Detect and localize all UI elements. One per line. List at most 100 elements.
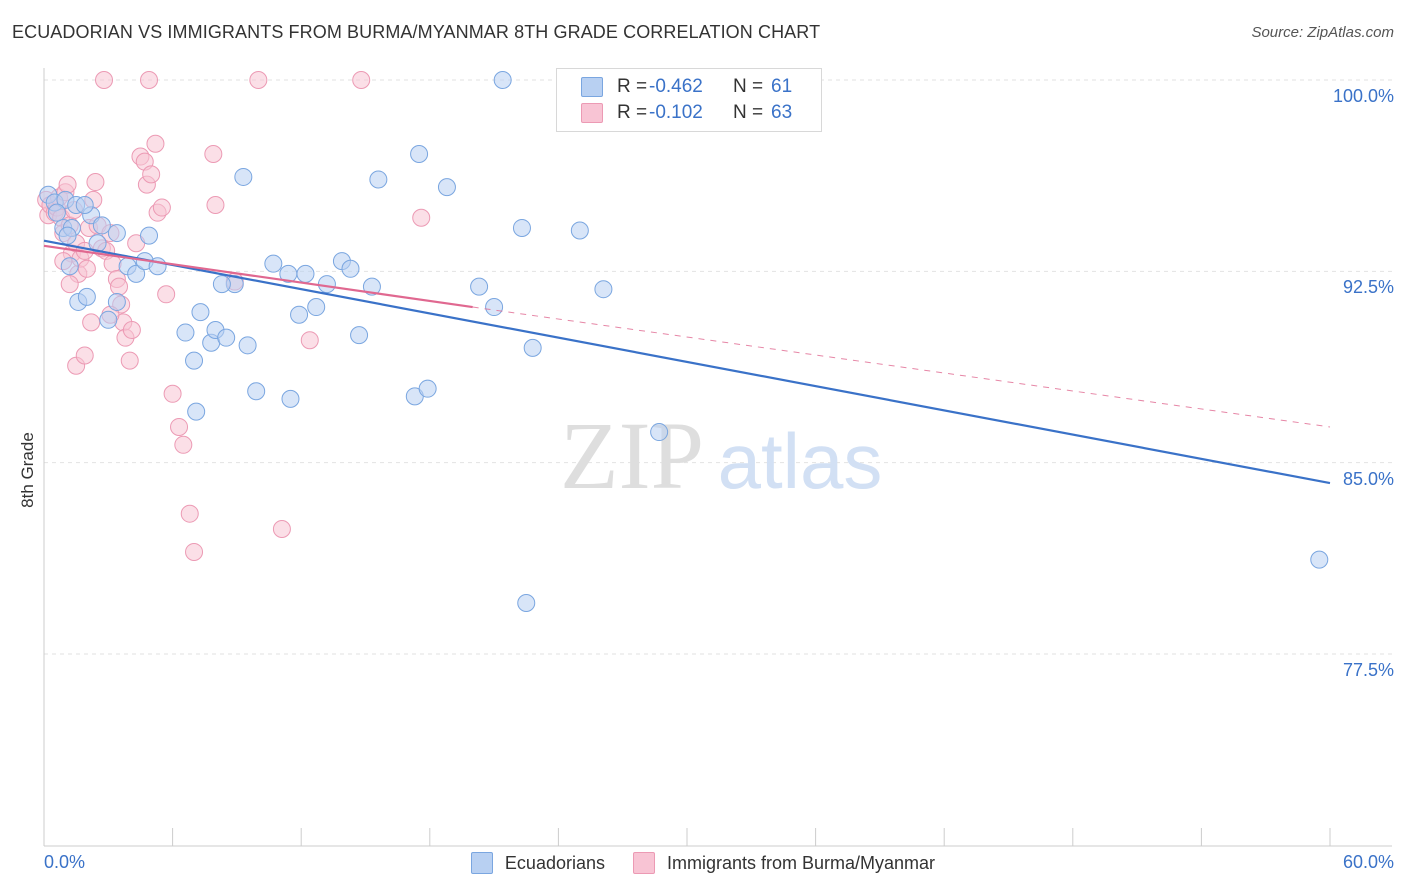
point-ecuadorian: [264, 254, 283, 273]
point-ecuadorian: [493, 71, 512, 89]
point-ecuadorian: [92, 216, 111, 235]
point-ecuadorian: [75, 196, 94, 215]
point-burma: [58, 175, 77, 194]
series-ecuadorian-points: [39, 71, 1329, 612]
point-burma: [82, 313, 101, 332]
point-burma: [122, 321, 141, 340]
point-ecuadorian: [1310, 550, 1329, 569]
y-tick-label: 77.5%: [1342, 660, 1394, 680]
point-burma: [249, 71, 268, 89]
point-burma: [86, 173, 105, 192]
point-burma: [163, 384, 182, 403]
n-value: 63: [771, 102, 793, 123]
r-value: -0.462: [649, 76, 703, 97]
point-burma: [77, 259, 96, 278]
point-ecuadorian: [570, 221, 589, 240]
point-burma: [272, 519, 291, 538]
point-ecuadorian: [238, 336, 257, 355]
point-burma: [120, 351, 139, 370]
series-burma-points: [37, 71, 431, 561]
legend-swatch-blue: [581, 77, 603, 97]
point-burma: [352, 71, 371, 89]
series-legend: Ecuadorians Immigrants from Burma/Myanma…: [0, 852, 1406, 874]
point-ecuadorian: [47, 203, 66, 222]
x-tick-label-min: 0.0%: [44, 852, 86, 872]
watermark-atlas: atlas: [718, 417, 883, 505]
point-burma: [204, 144, 223, 163]
point-ecuadorian: [485, 298, 504, 317]
point-burma: [140, 71, 159, 89]
point-ecuadorian: [350, 326, 369, 345]
point-ecuadorian: [185, 351, 204, 370]
trend-line-ecuadorians: [43, 239, 1331, 485]
point-ecuadorian: [523, 338, 542, 357]
point-burma: [103, 254, 122, 273]
point-ecuadorian: [176, 323, 195, 342]
point-ecuadorian: [296, 264, 315, 283]
point-ecuadorian: [187, 402, 206, 421]
point-burma: [206, 196, 225, 215]
point-ecuadorian: [290, 305, 309, 324]
y-axis-label: 8th Grade: [18, 432, 37, 508]
trend-line-burma: [43, 244, 473, 309]
r-value: -0.102: [649, 102, 703, 123]
n-label: N =: [733, 102, 764, 123]
point-ecuadorian: [418, 379, 437, 398]
point-ecuadorian: [247, 382, 266, 401]
point-burma: [142, 165, 161, 184]
point-ecuadorian: [107, 224, 126, 243]
y-tick-label: 100.0%: [1332, 86, 1394, 106]
point-ecuadorian: [517, 593, 536, 612]
point-ecuadorian: [140, 226, 159, 245]
point-ecuadorian: [281, 389, 300, 408]
source-label: Source: ZipAtlas.com: [1251, 24, 1394, 41]
point-ecuadorian: [234, 167, 253, 186]
y-tick-label: 85.0%: [1342, 468, 1394, 489]
point-ecuadorian: [307, 298, 326, 317]
watermark-zip: ZIP: [560, 402, 704, 509]
trend-line-burma-extrapolated: [472, 306, 1331, 428]
point-burma: [174, 435, 193, 454]
legend-swatch-blue: [470, 852, 493, 874]
trend-lines: [43, 239, 1331, 485]
point-ecuadorian: [99, 310, 118, 329]
legend-item-ecuadorians[interactable]: Ecuadorians: [470, 852, 605, 874]
point-ecuadorian: [410, 144, 429, 163]
point-burma: [300, 331, 319, 350]
legend-swatch-pink: [581, 103, 603, 123]
n-value: 61: [771, 76, 793, 97]
legend-row-ecuadorians: R = -0.462 N = 61: [581, 75, 792, 99]
point-ecuadorian: [77, 287, 96, 306]
legend-item-burma[interactable]: Immigrants from Burma/Myanmar: [633, 852, 935, 874]
correlation-legend: R = -0.462 N = 61 R = -0.102 N = 63: [556, 68, 822, 132]
n-label: N =: [733, 76, 764, 97]
point-ecuadorian: [107, 292, 126, 311]
legend-swatch-pink: [633, 852, 655, 874]
point-ecuadorian: [217, 328, 236, 347]
r-label: R =: [617, 102, 648, 123]
point-ecuadorian: [60, 257, 79, 276]
point-ecuadorian: [317, 275, 336, 294]
point-burma: [60, 275, 79, 294]
point-ecuadorian: [58, 226, 77, 245]
r-label: R =: [617, 76, 648, 97]
point-burma: [95, 71, 114, 89]
point-ecuadorian: [341, 259, 360, 278]
y-tick-label: 92.5%: [1342, 277, 1394, 298]
point-ecuadorian: [470, 277, 489, 296]
point-ecuadorian: [191, 303, 210, 322]
point-burma: [180, 504, 199, 523]
point-burma: [412, 208, 431, 227]
point-ecuadorian: [437, 178, 456, 197]
axes: [43, 68, 1392, 847]
point-ecuadorian: [212, 275, 231, 294]
legend-label: Immigrants from Burma/Myanmar: [667, 852, 936, 873]
point-burma: [75, 346, 94, 365]
point-ecuadorian: [127, 264, 146, 283]
point-burma: [170, 417, 189, 436]
point-ecuadorian: [594, 280, 613, 299]
point-ecuadorian: [369, 170, 388, 189]
point-burma: [146, 134, 165, 153]
point-burma: [152, 198, 171, 217]
